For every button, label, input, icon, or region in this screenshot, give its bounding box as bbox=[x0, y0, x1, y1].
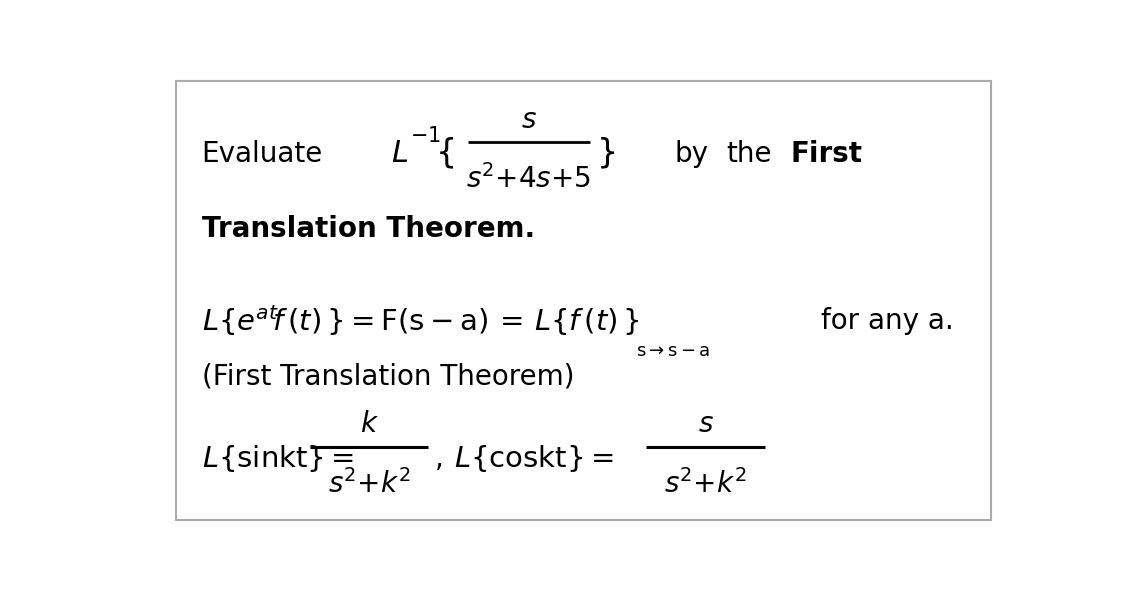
Text: $\mathit{s}$: $\mathit{s}$ bbox=[698, 410, 713, 438]
Text: $\mathit{k}$: $\mathit{k}$ bbox=[360, 410, 378, 438]
Text: $\mathit{L}$: $\mathit{L}$ bbox=[390, 139, 408, 168]
Text: for any a.: for any a. bbox=[821, 307, 954, 335]
Text: $\mathsf{-1}$: $\mathsf{-1}$ bbox=[410, 126, 441, 146]
Text: $\mathsf{s{\rightarrow}s-a}$: $\mathsf{s{\rightarrow}s-a}$ bbox=[636, 342, 710, 360]
Text: $\mathit{s}^{\mathsf{2}}\mathsf{+4}\mathit{s}\mathsf{+5}$: $\mathit{s}^{\mathsf{2}}\mathsf{+4}\math… bbox=[466, 164, 591, 194]
Text: $\mathit{s}^{\mathsf{2}}\mathsf{+}\mathit{k}^{\mathsf{2}}$: $\mathit{s}^{\mathsf{2}}\mathsf{+}\mathi… bbox=[327, 469, 411, 499]
Text: by: by bbox=[674, 140, 709, 168]
Text: $\mathit{s}$: $\mathit{s}$ bbox=[521, 105, 537, 133]
Text: Evaluate: Evaluate bbox=[201, 140, 323, 168]
Text: First: First bbox=[790, 140, 862, 168]
Text: $\mathsf{\{}$: $\mathsf{\{}$ bbox=[435, 136, 454, 171]
Text: Translation Theorem.: Translation Theorem. bbox=[201, 215, 534, 243]
Text: $\mathit{L}\mathsf{\{}e^{\mathit{at}}\!\mathit{f}\,(t)\,\mathsf{\}=F(s-a)\,=\,}\: $\mathit{L}\mathsf{\{}e^{\mathit{at}}\!\… bbox=[201, 304, 639, 338]
Text: $\mathsf{\}}$: $\mathsf{\}}$ bbox=[596, 136, 614, 171]
Text: the: the bbox=[727, 140, 772, 168]
Text: ,: , bbox=[435, 444, 444, 472]
Text: $\mathit{L}\mathsf{\{sinkt\}=}$: $\mathit{L}\mathsf{\{sinkt\}=}$ bbox=[201, 443, 354, 474]
Text: $\mathit{s}^{\mathsf{2}}\mathsf{+}\mathit{k}^{\mathsf{2}}$: $\mathit{s}^{\mathsf{2}}\mathsf{+}\mathi… bbox=[664, 469, 747, 499]
Text: (First Translation Theorem): (First Translation Theorem) bbox=[201, 362, 574, 390]
Text: $\mathit{L}\mathsf{\{coskt\}=}$: $\mathit{L}\mathsf{\{coskt\}=}$ bbox=[455, 443, 614, 474]
